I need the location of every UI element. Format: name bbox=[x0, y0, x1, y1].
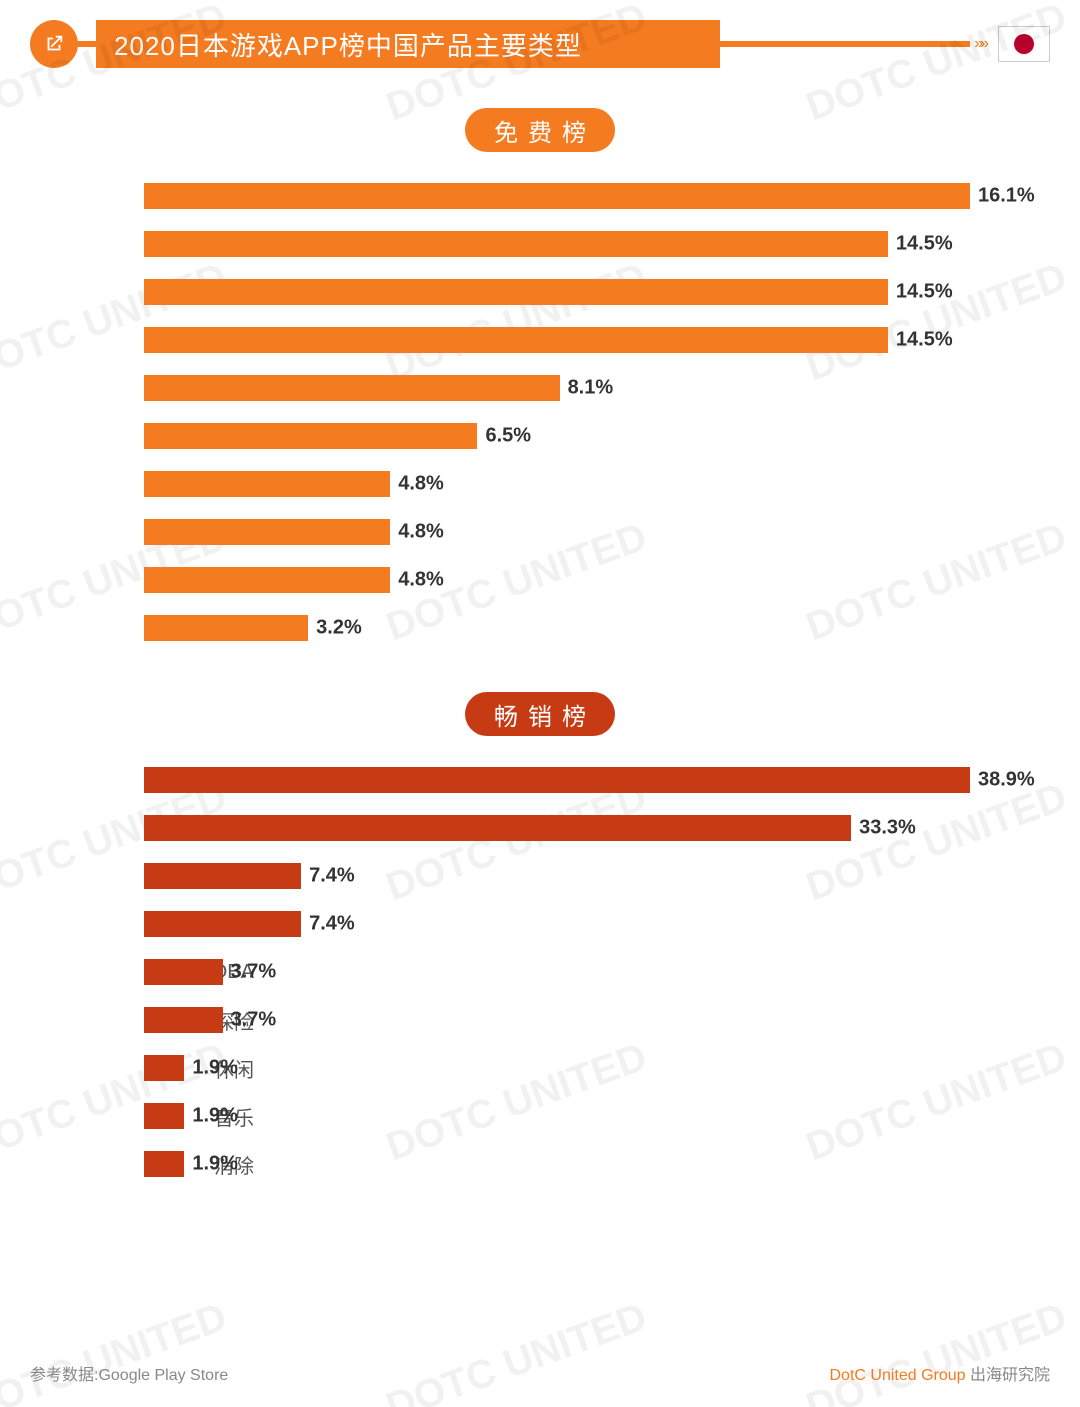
bar-track: 8.1% bbox=[144, 375, 970, 401]
section-pill-bestseller: 畅销榜 bbox=[465, 692, 615, 736]
bar-fill bbox=[144, 959, 223, 985]
bar-track: 1.9% bbox=[144, 1151, 970, 1177]
bar-value: 33.3% bbox=[859, 817, 916, 840]
header-tail-line bbox=[720, 41, 970, 47]
bar-value: 3.2% bbox=[316, 617, 362, 640]
bar-fill bbox=[144, 183, 970, 209]
bar-value: 1.9% bbox=[192, 1057, 238, 1080]
footer-brand-name: DotC United Group bbox=[829, 1367, 965, 1384]
footer: 参考数据:Google Play Store DotC United Group… bbox=[30, 1361, 1050, 1385]
share-icon bbox=[30, 20, 78, 68]
bar-chart-bestseller: 角色扮演38.9%策略33.3%动作7.4%模拟7.4%MOBA3.7%探险3.… bbox=[30, 756, 1050, 1188]
bar-fill bbox=[144, 1007, 223, 1033]
footer-source: 参考数据:Google Play Store bbox=[30, 1361, 228, 1385]
bar-value: 14.5% bbox=[896, 233, 953, 256]
chevrons-icon: »» bbox=[974, 35, 986, 53]
bar-row: 角色扮演38.9% bbox=[150, 756, 970, 804]
bar-value: 4.8% bbox=[398, 569, 444, 592]
footer-brand: DotC United Group 出海研究院 bbox=[829, 1361, 1050, 1385]
bar-fill bbox=[144, 567, 390, 593]
bar-row: 角色扮演14.5% bbox=[150, 316, 970, 364]
bar-fill bbox=[144, 231, 888, 257]
bar-track: 38.9% bbox=[144, 767, 970, 793]
bar-track: 4.8% bbox=[144, 471, 970, 497]
bar-value: 3.7% bbox=[231, 1009, 277, 1032]
bar-row: 消除1.9% bbox=[150, 1140, 970, 1188]
bar-fill bbox=[144, 279, 888, 305]
bar-fill bbox=[144, 815, 851, 841]
bar-value: 1.9% bbox=[192, 1105, 238, 1128]
bar-track: 7.4% bbox=[144, 863, 970, 889]
bar-value: 6.5% bbox=[485, 425, 531, 448]
header-banner: 2020日本游戏APP榜中国产品主要类型 »» bbox=[30, 20, 1050, 68]
bar-row: 策略33.3% bbox=[150, 804, 970, 852]
bar-value: 38.9% bbox=[978, 769, 1035, 792]
bar-fill bbox=[144, 327, 888, 353]
bar-value: 7.4% bbox=[309, 865, 355, 888]
bar-fill bbox=[144, 1055, 184, 1081]
bar-track: 3.7% bbox=[144, 959, 970, 985]
bar-row: 动作7.4% bbox=[150, 852, 970, 900]
watermark-text: DOTC UNITED bbox=[381, 1295, 653, 1407]
bar-row: 智力16.1% bbox=[150, 172, 970, 220]
footer-brand-suffix: 出海研究院 bbox=[966, 1367, 1050, 1384]
bar-fill bbox=[144, 863, 301, 889]
bar-row: 消除8.1% bbox=[150, 364, 970, 412]
bar-track: 3.2% bbox=[144, 615, 970, 641]
bar-track: 7.4% bbox=[144, 911, 970, 937]
bar-row: 音乐1.9% bbox=[150, 1092, 970, 1140]
bar-track: 4.8% bbox=[144, 519, 970, 545]
watermark-text: DOTC UNITED bbox=[0, 1295, 233, 1407]
bar-track: 6.5% bbox=[144, 423, 970, 449]
bar-chart-free: 智力16.1%休闲14.5%策略14.5%角色扮演14.5%消除8.1%文字6.… bbox=[30, 172, 1050, 652]
bar-track: 3.7% bbox=[144, 1007, 970, 1033]
bar-value: 7.4% bbox=[309, 913, 355, 936]
bar-value: 16.1% bbox=[978, 185, 1035, 208]
bar-row: 休闲1.9% bbox=[150, 1044, 970, 1092]
bar-fill bbox=[144, 471, 390, 497]
bar-value: 4.8% bbox=[398, 473, 444, 496]
bar-track: 1.9% bbox=[144, 1055, 970, 1081]
bar-row: MOBA3.7% bbox=[150, 948, 970, 996]
flag-japan-icon bbox=[998, 26, 1050, 62]
header-connector bbox=[78, 41, 96, 47]
bar-value: 14.5% bbox=[896, 281, 953, 304]
bar-row: 模拟4.8% bbox=[150, 508, 970, 556]
bar-fill bbox=[144, 375, 560, 401]
bar-fill bbox=[144, 1151, 184, 1177]
bar-row: 策略14.5% bbox=[150, 268, 970, 316]
bar-value: 8.1% bbox=[568, 377, 614, 400]
bar-row: 博彩3.2% bbox=[150, 604, 970, 652]
bar-track: 1.9% bbox=[144, 1103, 970, 1129]
bar-value: 4.8% bbox=[398, 521, 444, 544]
section-pill-free: 免费榜 bbox=[465, 108, 615, 152]
bar-fill bbox=[144, 911, 301, 937]
bar-track: 4.8% bbox=[144, 567, 970, 593]
bar-track: 14.5% bbox=[144, 279, 970, 305]
bar-fill bbox=[144, 615, 308, 641]
bar-fill bbox=[144, 519, 390, 545]
charts-container: 免费榜智力16.1%休闲14.5%策略14.5%角色扮演14.5%消除8.1%文… bbox=[30, 108, 1050, 1188]
bar-fill bbox=[144, 1103, 184, 1129]
bar-value: 14.5% bbox=[896, 329, 953, 352]
bar-track: 14.5% bbox=[144, 327, 970, 353]
section-gap bbox=[30, 652, 1050, 692]
bar-row: 探险3.7% bbox=[150, 996, 970, 1044]
bar-row: 文字6.5% bbox=[150, 412, 970, 460]
bar-track: 33.3% bbox=[144, 815, 970, 841]
bar-value: 3.7% bbox=[231, 961, 277, 984]
bar-row: 休闲14.5% bbox=[150, 220, 970, 268]
bar-value: 1.9% bbox=[192, 1153, 238, 1176]
bar-track: 14.5% bbox=[144, 231, 970, 257]
page-title: 2020日本游戏APP榜中国产品主要类型 bbox=[96, 20, 720, 68]
bar-fill bbox=[144, 423, 477, 449]
bar-fill bbox=[144, 767, 970, 793]
header-tail: »» bbox=[720, 26, 1050, 62]
watermark-text: DOTC UNITED bbox=[801, 1295, 1073, 1407]
bar-row: 模拟7.4% bbox=[150, 900, 970, 948]
bar-row: 动作4.8% bbox=[150, 460, 970, 508]
bar-row: 棋牌4.8% bbox=[150, 556, 970, 604]
bar-track: 16.1% bbox=[144, 183, 970, 209]
